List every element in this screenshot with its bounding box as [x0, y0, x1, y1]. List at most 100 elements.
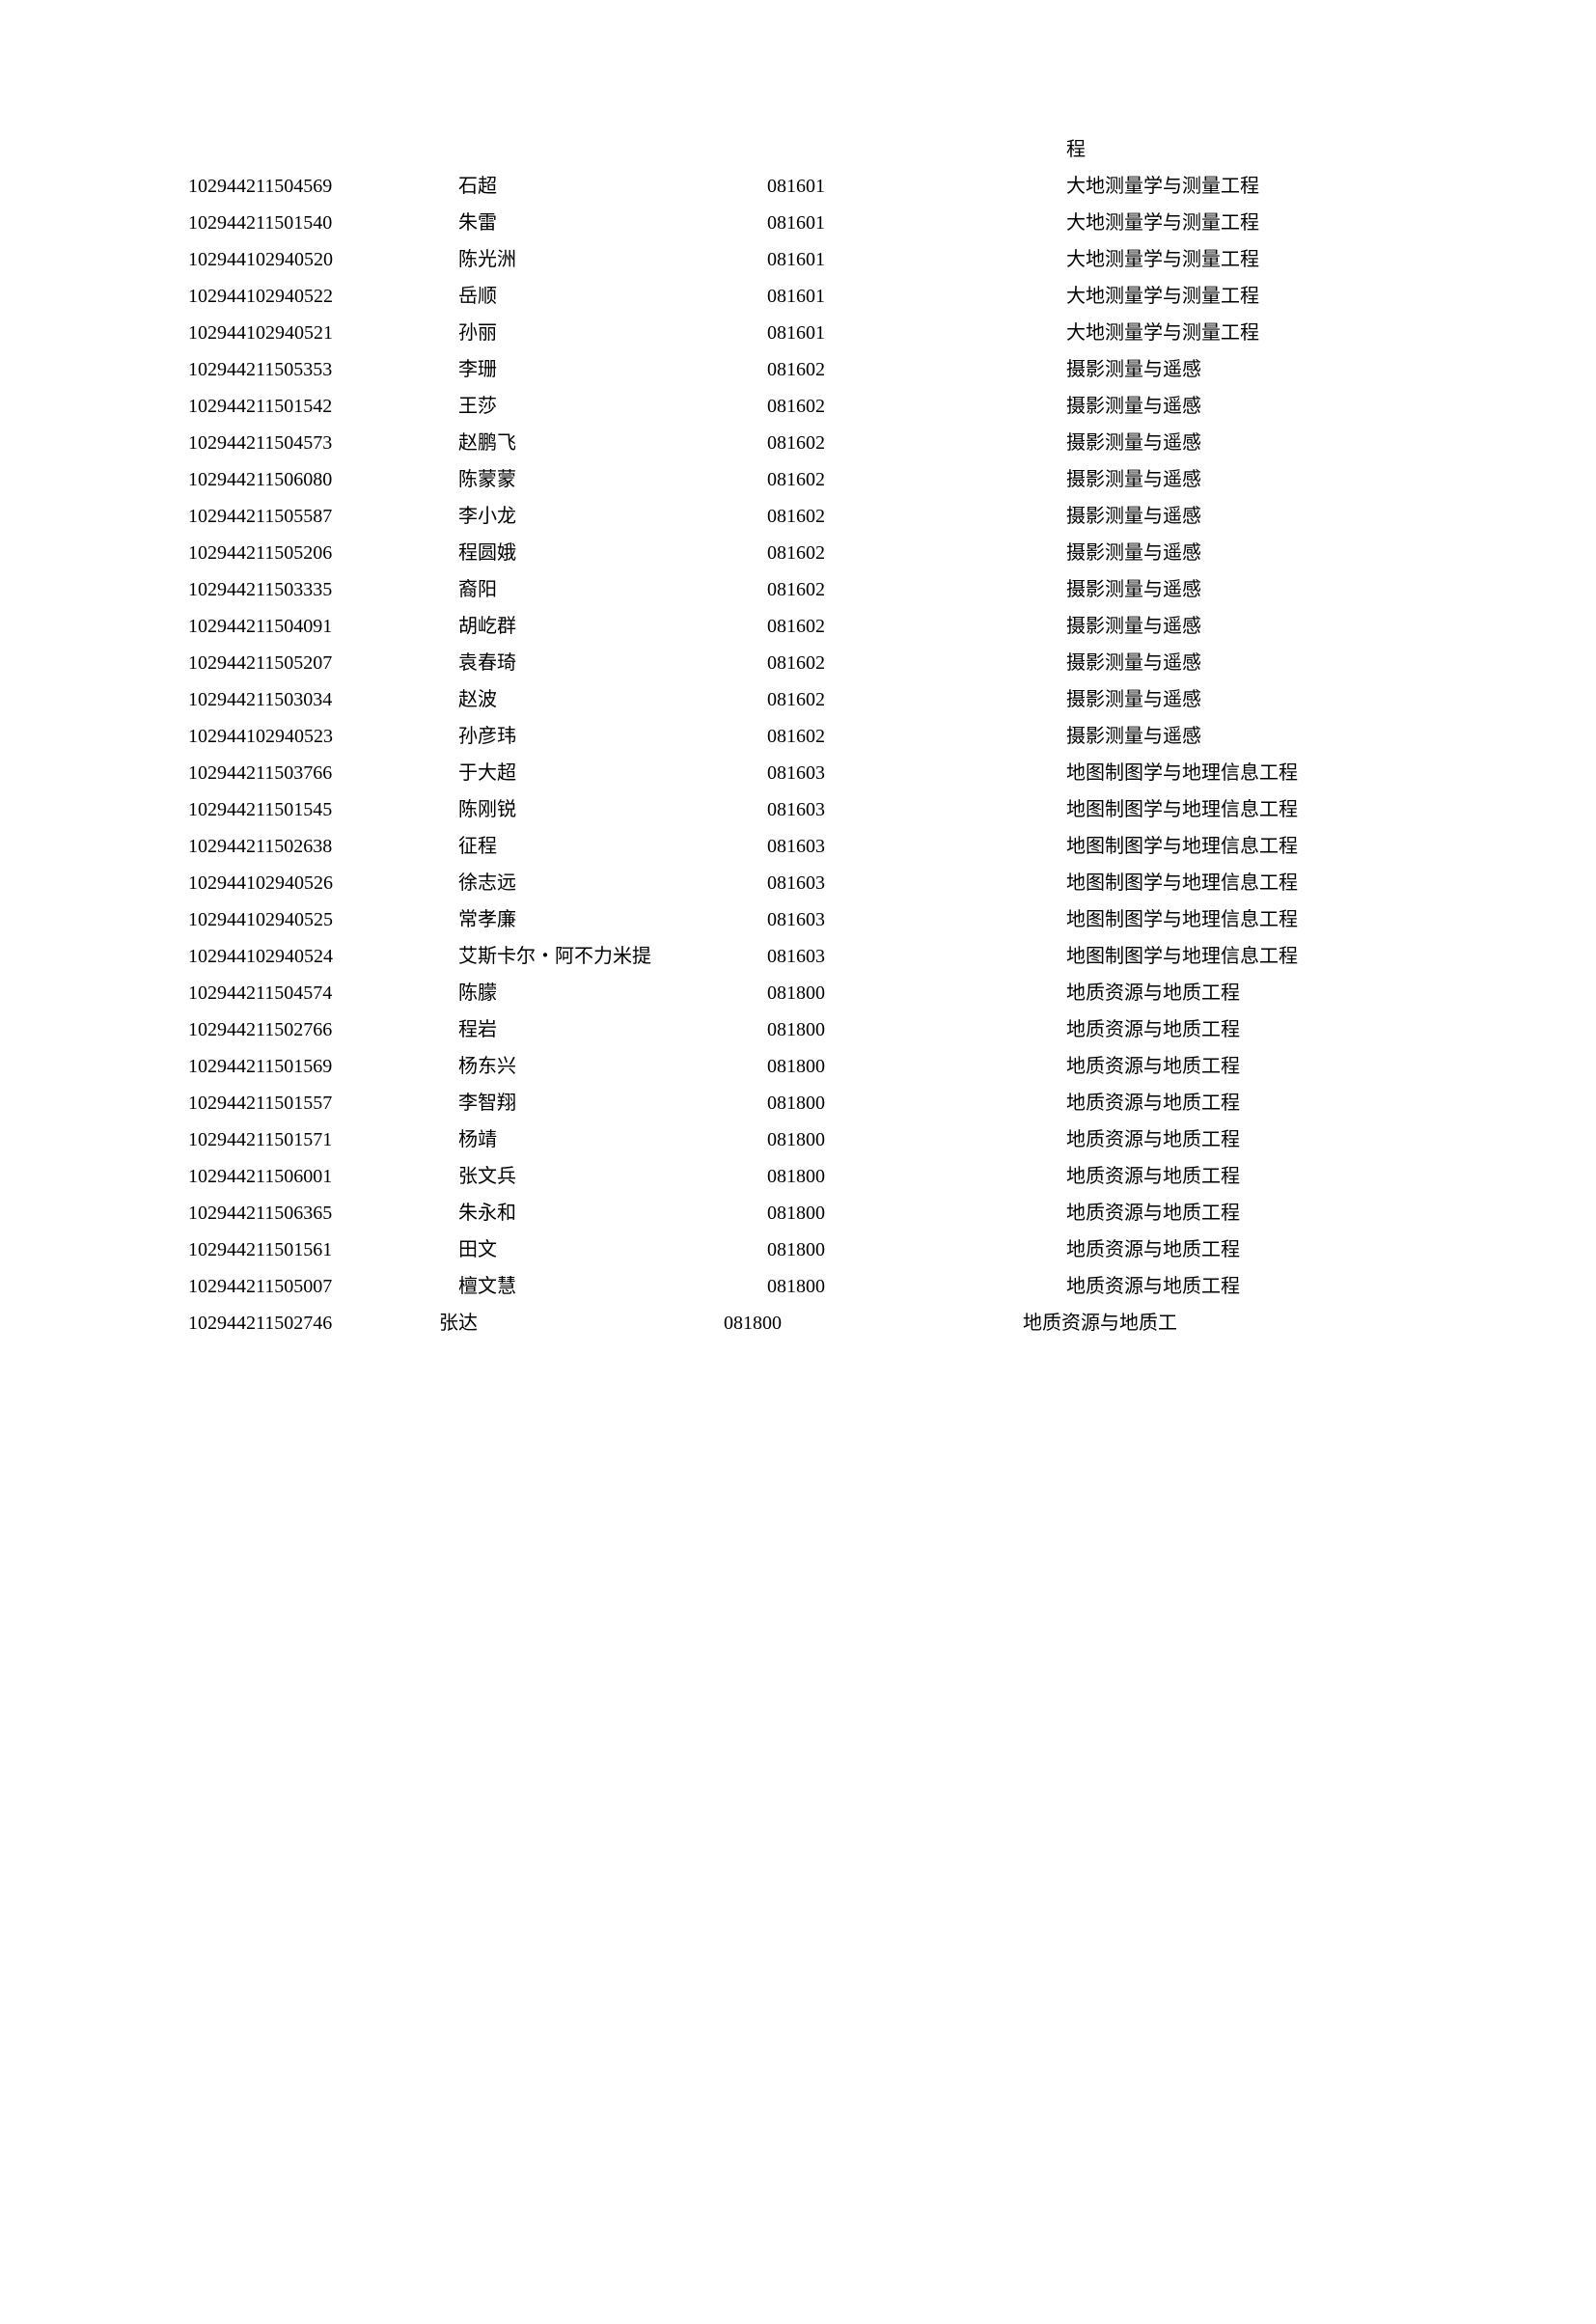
table-row: 102944211503766于大超081603地图制图学与地理信息工程	[188, 759, 1408, 788]
table-row: 102944102940525常孝廉081603地图制图学与地理信息工程	[188, 905, 1408, 934]
student-name: 杨靖	[458, 1125, 767, 1154]
major-name: 地质资源与地质工程	[1066, 1272, 1414, 1301]
major-code: 081800	[767, 1272, 1066, 1301]
major-code: 081602	[767, 612, 1066, 641]
major-code: 081800	[767, 979, 1066, 1008]
student-name: 程圆娥	[458, 539, 767, 567]
student-id: 102944211503034	[188, 685, 458, 714]
major-name: 摄影测量与遥感	[1066, 355, 1414, 384]
major-name: 地图制图学与地理信息工程	[1066, 832, 1414, 861]
table-row: 102944211501542王莎081602摄影测量与遥感	[188, 392, 1408, 421]
student-id: 102944211504569	[188, 172, 458, 201]
major-code: 081602	[767, 355, 1066, 384]
student-id: 102944211505207	[188, 649, 458, 678]
student-id: 102944211501571	[188, 1125, 458, 1154]
major-code: 081800	[767, 1015, 1066, 1044]
student-id: 102944211502766	[188, 1015, 458, 1044]
table-row: 102944211504569石超081601大地测量学与测量工程	[188, 172, 1408, 201]
student-id: 102944102940522	[188, 282, 458, 311]
major-name: 摄影测量与遥感	[1066, 392, 1414, 421]
student-id: 102944211502638	[188, 832, 458, 861]
student-id: 102944102940521	[188, 318, 458, 347]
student-id: 102944211501542	[188, 392, 458, 421]
student-id: 102944102940520	[188, 245, 458, 274]
major-name: 地质资源与地质工程	[1066, 1162, 1414, 1191]
student-name: 常孝廉	[458, 905, 767, 934]
table-row: 102944211505353李珊081602摄影测量与遥感	[188, 355, 1408, 384]
table-row: 102944102940526徐志远081603地图制图学与地理信息工程	[188, 869, 1408, 898]
student-id: 102944211502746	[188, 1309, 439, 1338]
major-code: 081601	[767, 172, 1066, 201]
student-id: 102944102940526	[188, 869, 458, 898]
major-code: 081603	[767, 832, 1066, 861]
student-name: 陈朦	[458, 979, 767, 1008]
major-name: 地图制图学与地理信息工程	[1066, 795, 1414, 824]
student-id: 102944102940525	[188, 905, 458, 934]
major-name: 摄影测量与遥感	[1066, 575, 1414, 604]
major-name: 摄影测量与遥感	[1066, 612, 1414, 641]
major-code: 081800	[767, 1052, 1066, 1081]
student-id: 102944211506001	[188, 1162, 458, 1191]
student-id: 102944211503335	[188, 575, 458, 604]
major-name: 地质资源与地质工	[1023, 1309, 1370, 1338]
major-code: 081603	[767, 869, 1066, 898]
table-row: 102944211506080陈蒙蒙081602摄影测量与遥感	[188, 465, 1408, 494]
table-row: 102944211502746张达081800地质资源与地质工	[188, 1309, 1408, 1338]
table-row: 102944102940524艾斯卡尔・阿不力米提081603地图制图学与地理信…	[188, 942, 1408, 971]
major-name: 地质资源与地质工程	[1066, 1235, 1414, 1264]
student-name: 张达	[439, 1309, 724, 1338]
student-id: 102944211505353	[188, 355, 458, 384]
major-code: 081602	[767, 575, 1066, 604]
table-row: 102944211504091胡屹群081602摄影测量与遥感	[188, 612, 1408, 641]
major-code: 081603	[767, 942, 1066, 971]
table-row: 102944211506365朱永和081800地质资源与地质工程	[188, 1199, 1408, 1228]
major-name: 地质资源与地质工程	[1066, 1052, 1414, 1081]
major-name: 大地测量学与测量工程	[1066, 245, 1414, 274]
table-row: 102944102940522岳顺081601大地测量学与测量工程	[188, 282, 1408, 311]
major-name: 摄影测量与遥感	[1066, 685, 1414, 714]
student-id: 102944102940524	[188, 942, 458, 971]
student-name: 征程	[458, 832, 767, 861]
student-name: 孙彦玮	[458, 722, 767, 751]
table-row: 102944211501561田文081800地质资源与地质工程	[188, 1235, 1408, 1264]
student-id: 102944211505007	[188, 1272, 458, 1301]
table-row: 102944211501557李智翔081800地质资源与地质工程	[188, 1089, 1408, 1118]
student-name: 胡屹群	[458, 612, 767, 641]
major-code: 081800	[767, 1089, 1066, 1118]
orphan-text-top: 程	[1066, 135, 1408, 164]
student-name: 程岩	[458, 1015, 767, 1044]
student-name: 李珊	[458, 355, 767, 384]
table-row: 102944211503034赵波081602摄影测量与遥感	[188, 685, 1408, 714]
student-name: 朱雷	[458, 208, 767, 237]
major-code: 081603	[767, 795, 1066, 824]
student-name: 檀文慧	[458, 1272, 767, 1301]
table-row: 102944211505207袁春琦081602摄影测量与遥感	[188, 649, 1408, 678]
student-id: 102944211503766	[188, 759, 458, 788]
major-code: 081602	[767, 539, 1066, 567]
major-name: 摄影测量与遥感	[1066, 649, 1414, 678]
major-code: 081603	[767, 759, 1066, 788]
table-row: 102944211502766程岩081800地质资源与地质工程	[188, 1015, 1408, 1044]
student-name: 徐志远	[458, 869, 767, 898]
student-name: 赵鹏飞	[458, 429, 767, 457]
major-name: 地质资源与地质工程	[1066, 1089, 1414, 1118]
major-name: 摄影测量与遥感	[1066, 502, 1414, 531]
student-id: 102944211501545	[188, 795, 458, 824]
student-name: 孙丽	[458, 318, 767, 347]
major-code: 081601	[767, 318, 1066, 347]
major-name: 地质资源与地质工程	[1066, 979, 1414, 1008]
major-code: 081601	[767, 245, 1066, 274]
student-id: 102944211501561	[188, 1235, 458, 1264]
major-name: 地质资源与地质工程	[1066, 1125, 1414, 1154]
major-name: 地图制图学与地理信息工程	[1066, 942, 1414, 971]
student-id: 102944211504573	[188, 429, 458, 457]
table-row: 102944211501569杨东兴081800地质资源与地质工程	[188, 1052, 1408, 1081]
table-row: 102944211505587李小龙081602摄影测量与遥感	[188, 502, 1408, 531]
major-name: 地图制图学与地理信息工程	[1066, 759, 1414, 788]
student-name: 于大超	[458, 759, 767, 788]
table-row: 102944102940523孙彦玮081602摄影测量与遥感	[188, 722, 1408, 751]
student-id: 102944211506080	[188, 465, 458, 494]
student-name: 田文	[458, 1235, 767, 1264]
major-name: 地图制图学与地理信息工程	[1066, 869, 1414, 898]
student-id: 102944211505206	[188, 539, 458, 567]
